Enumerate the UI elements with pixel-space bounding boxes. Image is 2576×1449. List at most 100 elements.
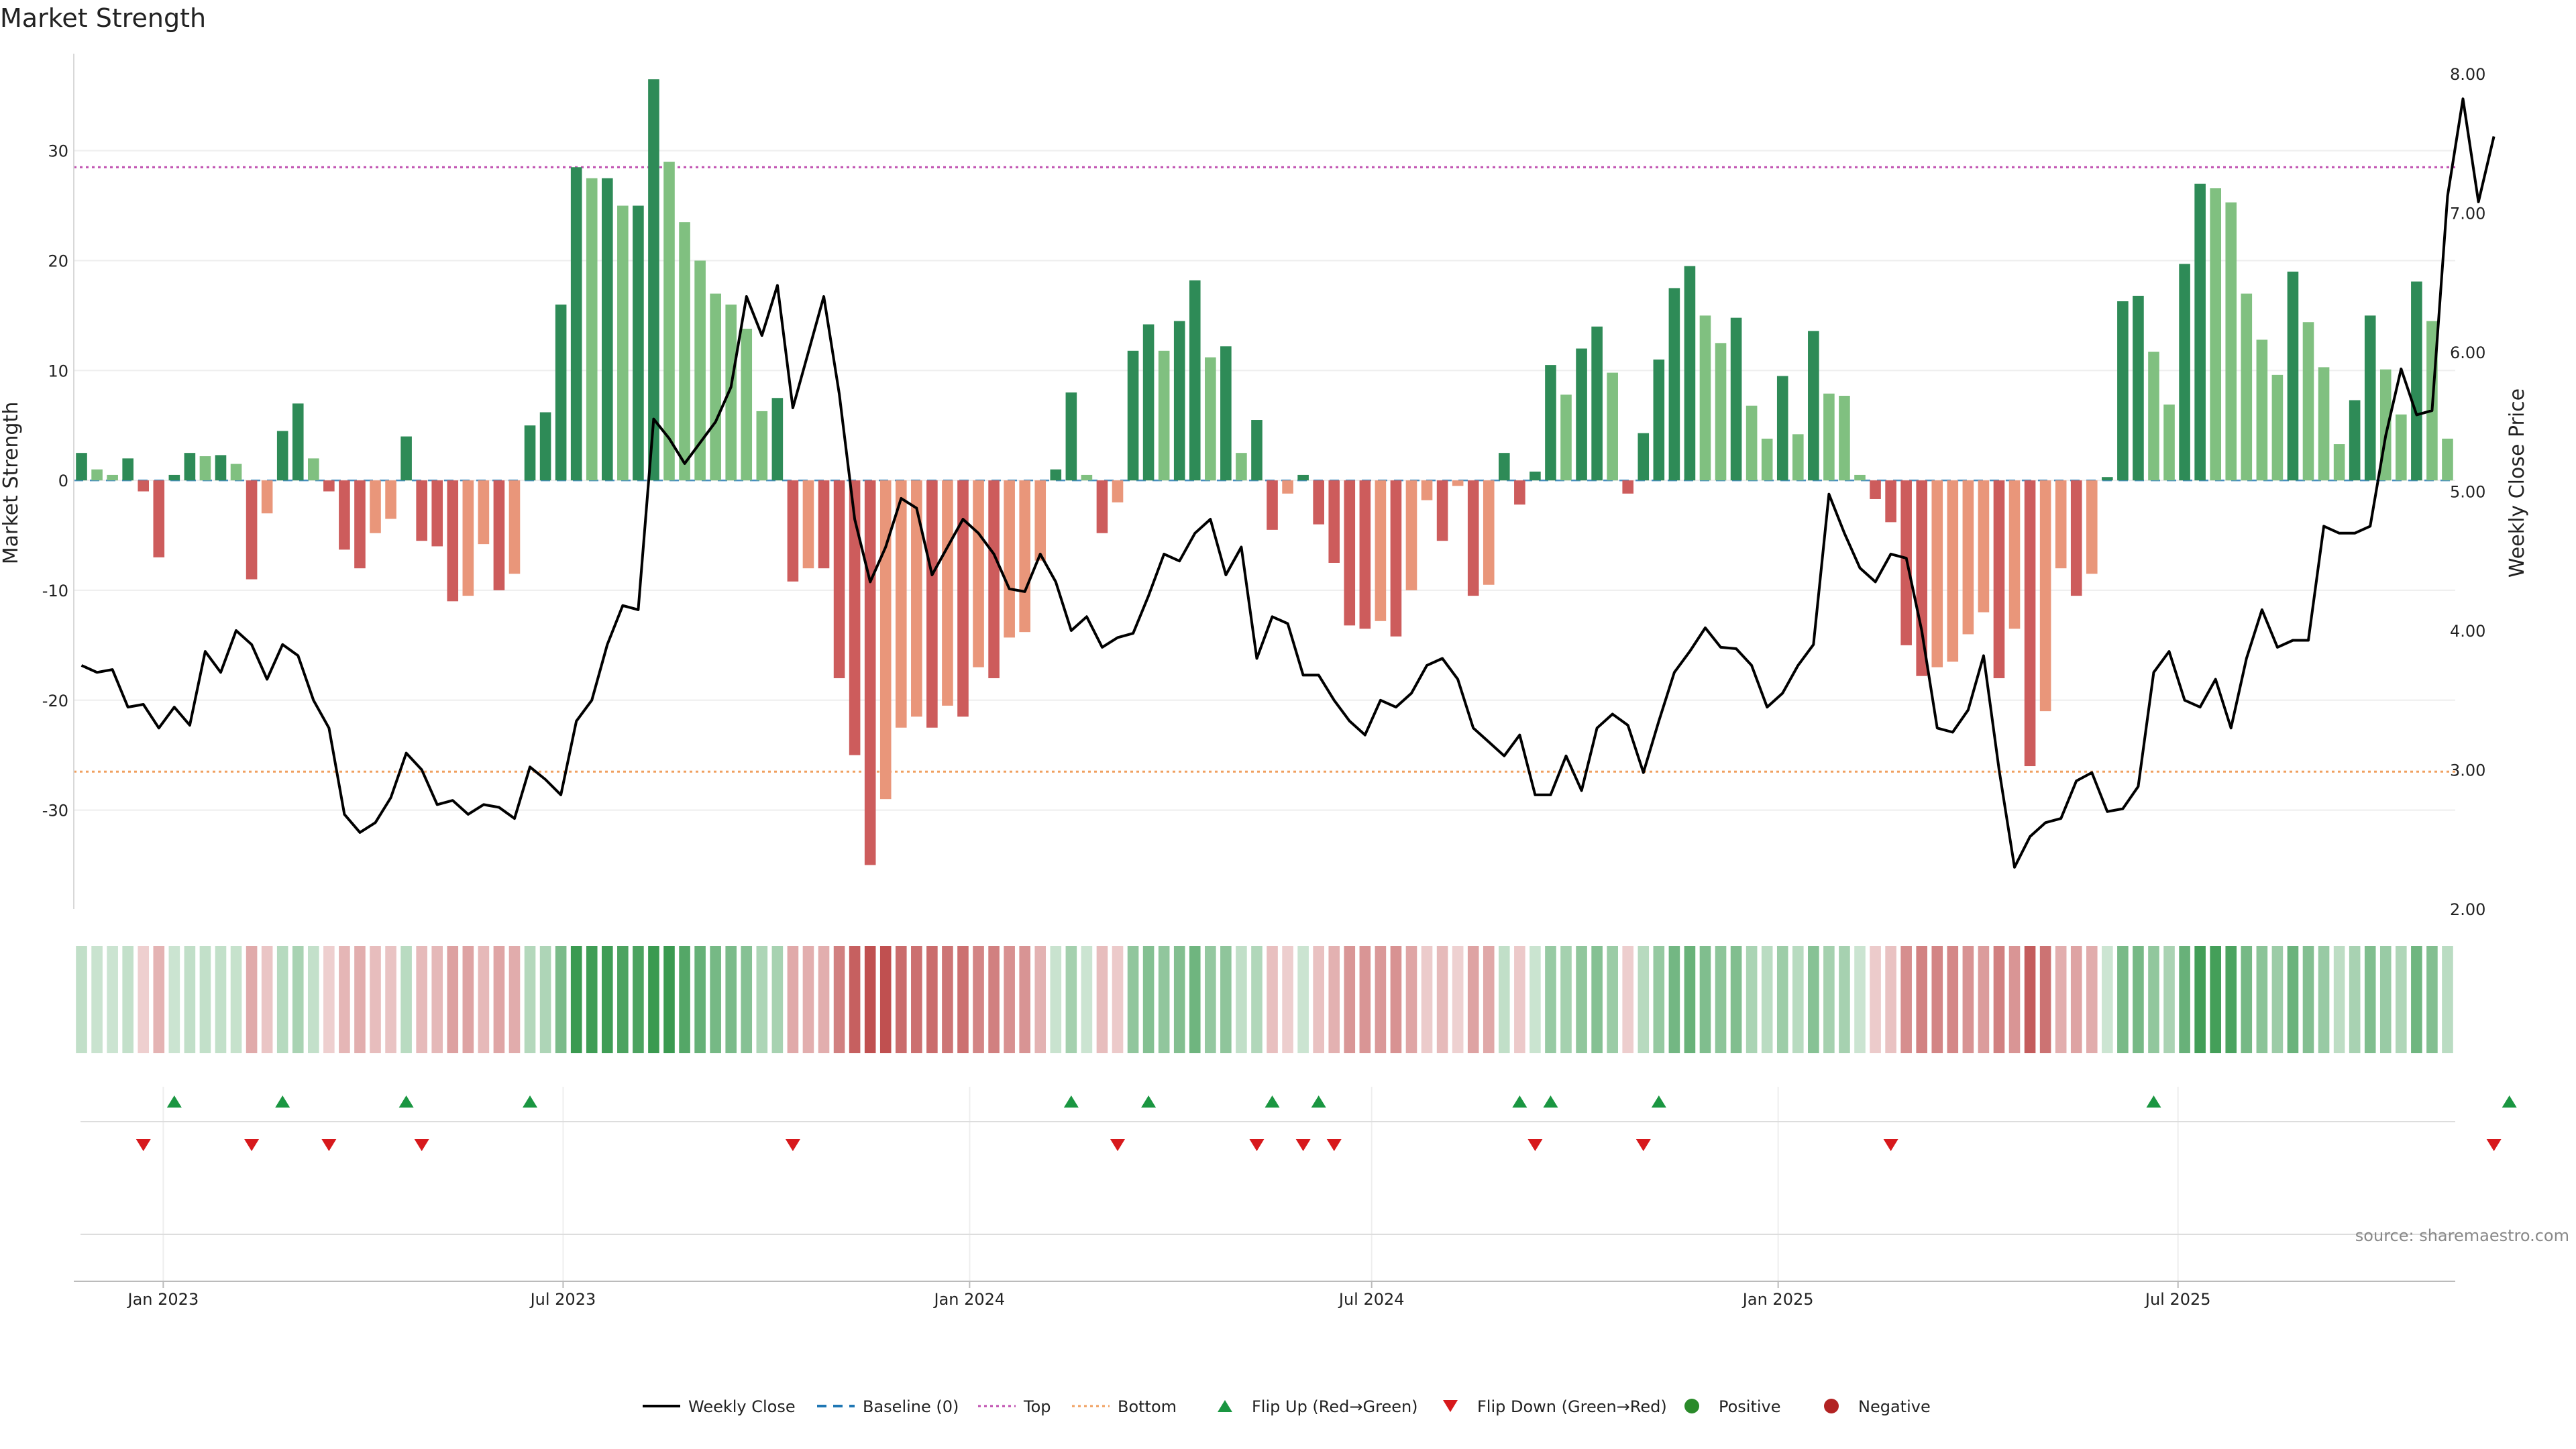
- heat-cell: [756, 946, 768, 1053]
- heat-cell: [1297, 946, 1309, 1053]
- heat-cell: [833, 946, 845, 1053]
- strength-bar: [849, 480, 861, 755]
- strength-bar: [276, 431, 288, 481]
- strength-bar: [1081, 474, 1093, 481]
- strength-bar: [1839, 395, 1850, 481]
- heat-cell: [787, 946, 799, 1053]
- heat-cell: [431, 946, 443, 1053]
- strength-bar: [76, 453, 87, 481]
- strength-bar: [2086, 480, 2098, 574]
- strength-bar: [1931, 480, 1943, 667]
- heat-cell: [1158, 946, 1170, 1053]
- heat-cell: [2133, 946, 2144, 1053]
- strength-bar: [1808, 331, 1819, 481]
- strength-bar: [1375, 480, 1387, 621]
- strength-bar: [2349, 400, 2361, 481]
- heat-cell: [2349, 946, 2361, 1053]
- strength-bar: [802, 480, 814, 569]
- heat-cell: [1746, 946, 1758, 1053]
- weekly-close-line: [80, 97, 2496, 869]
- flip-down-marker: [1326, 1139, 1342, 1151]
- heat-cell: [339, 946, 350, 1053]
- flip-down-marker: [321, 1139, 337, 1151]
- y-tick-label: -30: [42, 802, 68, 820]
- strength-bar: [1560, 394, 1572, 481]
- y2-tick-label: 6.00: [2450, 343, 2485, 362]
- strength-bar: [1947, 480, 1959, 662]
- strength-bar: [1529, 472, 1541, 481]
- flip-up-marker: [275, 1095, 290, 1108]
- x-tick-label: Jul 2024: [1338, 1290, 1405, 1309]
- legend-label: Negative: [1858, 1397, 1931, 1416]
- strength-bar: [1127, 350, 1139, 481]
- heat-cell: [957, 946, 969, 1053]
- strength-bar: [2194, 183, 2206, 481]
- strength-bar: [833, 480, 845, 678]
- heat-cell: [1313, 946, 1324, 1053]
- legend-swatch: [1443, 1400, 1458, 1412]
- heat-cell: [1529, 946, 1541, 1053]
- heat-cell: [1205, 946, 1216, 1053]
- strength-bar: [1870, 480, 1881, 499]
- strength-bar: [2117, 301, 2129, 481]
- heat-cell: [1267, 946, 1278, 1053]
- heat-cell: [416, 946, 427, 1053]
- legend-label: Bottom: [1118, 1397, 1177, 1416]
- strength-bars: [76, 79, 2453, 865]
- strength-bar: [710, 293, 721, 481]
- heat-cell: [1808, 946, 1819, 1053]
- heat-cell: [2210, 946, 2221, 1053]
- strength-bar: [1142, 324, 1155, 481]
- strength-bar: [1405, 480, 1417, 590]
- heat-cell: [184, 946, 196, 1053]
- heat-cell: [2241, 946, 2253, 1053]
- strength-bar: [493, 480, 505, 590]
- strength-bar: [633, 205, 644, 481]
- heat-cell: [292, 946, 304, 1053]
- heat-cell: [1715, 946, 1727, 1053]
- strength-bar: [2411, 281, 2422, 481]
- heat-cell: [1900, 946, 1912, 1053]
- heat-cell: [1359, 946, 1371, 1053]
- heat-cell: [400, 946, 412, 1053]
- heat-cell: [1962, 946, 1974, 1053]
- strength-bar: [771, 398, 784, 481]
- heat-cell: [1065, 946, 1077, 1053]
- legend-label: Weekly Close: [688, 1397, 796, 1416]
- flip-down-marker: [2486, 1139, 2502, 1151]
- heat-cell: [2379, 946, 2392, 1053]
- legend: Weekly Close Baseline (0) Top Bottom Flip Up…: [643, 1397, 1931, 1416]
- flip-up-marker: [1063, 1095, 1079, 1108]
- heat-cell: [601, 946, 613, 1053]
- flip-down-marker: [1110, 1139, 1126, 1151]
- strength-bar: [818, 480, 830, 569]
- heat-cell: [710, 946, 721, 1053]
- heat-cell: [1622, 946, 1634, 1053]
- heat-cell: [973, 946, 984, 1053]
- strength-bar: [663, 162, 675, 481]
- heat-cell: [539, 946, 551, 1053]
- heat-cell: [1019, 946, 1030, 1053]
- strength-bar: [524, 425, 536, 481]
- strength-bar: [2024, 480, 2036, 767]
- heat-cell: [493, 946, 505, 1053]
- heat-cell: [1776, 946, 1788, 1053]
- strength-bar: [2318, 367, 2330, 481]
- strength-bar: [462, 480, 474, 596]
- flip-up-marker: [166, 1095, 182, 1108]
- flip-down-marker: [244, 1139, 260, 1151]
- strength-bar: [756, 411, 768, 481]
- strength-bar: [1065, 392, 1077, 481]
- heat-cell: [107, 946, 118, 1053]
- heat-cell: [1499, 946, 1510, 1053]
- strength-bar: [1421, 480, 1433, 500]
- heat-cell: [1978, 946, 1990, 1053]
- strength-bar: [895, 480, 907, 728]
- heat-cell: [1050, 946, 1062, 1053]
- strength-bar: [1668, 288, 1680, 481]
- strength-bar: [370, 480, 381, 533]
- y-tick-label: 0: [58, 472, 68, 490]
- heat-cell: [818, 946, 830, 1053]
- heat-cell: [879, 946, 892, 1053]
